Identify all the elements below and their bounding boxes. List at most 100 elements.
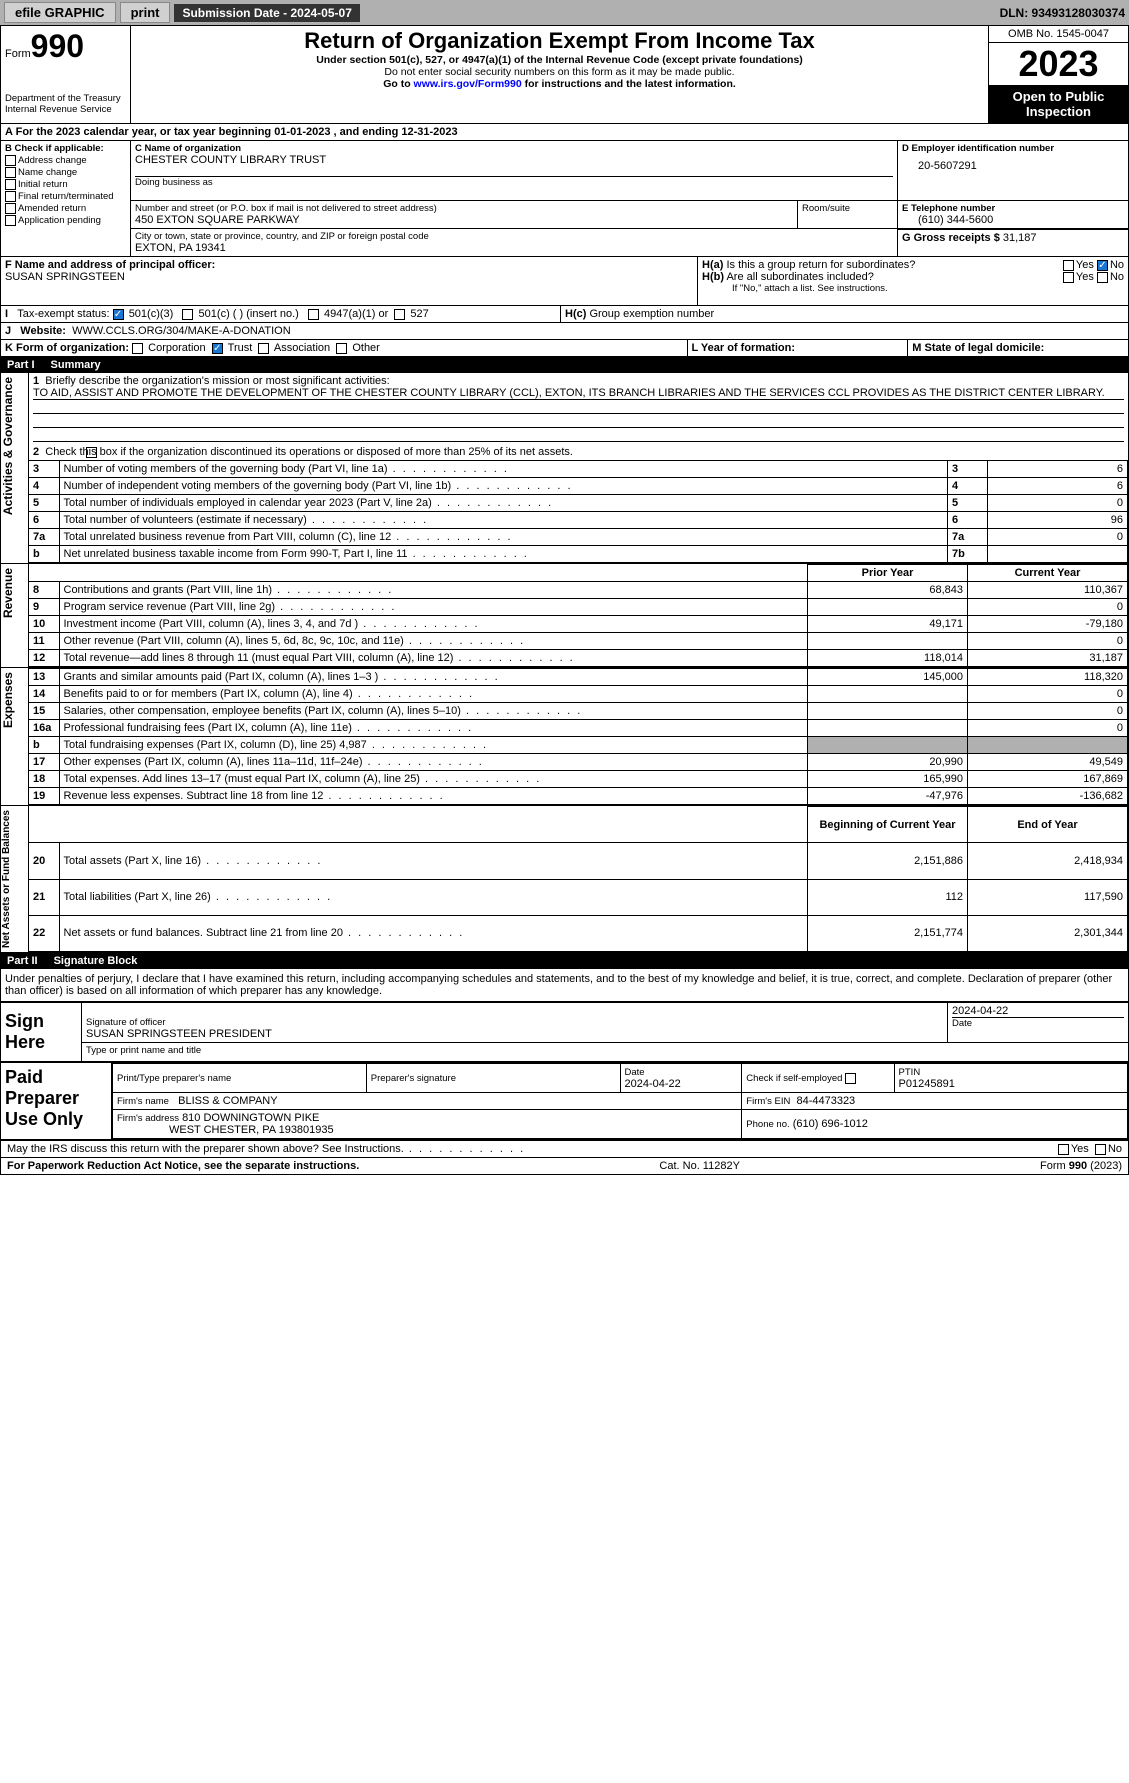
print-button[interactable]: print xyxy=(120,2,171,23)
prep-sig-label: Preparer's signature xyxy=(371,1073,456,1084)
dba-label: Doing business as xyxy=(135,176,893,188)
phone-value: (610) 344-5600 xyxy=(902,214,1124,226)
sig-officer-label: Signature of officer xyxy=(86,1017,943,1028)
tax-exempt-label: Tax-exempt status: xyxy=(17,308,109,320)
ein-value: 20-5607291 xyxy=(902,154,1124,172)
gross-receipts-label: G Gross receipts $ xyxy=(902,232,1000,244)
prep-date: 2024-04-22 xyxy=(625,1078,681,1090)
paid-preparer-label: Paid Preparer Use Only xyxy=(1,1063,111,1139)
subtitle-2: Do not enter social security numbers on … xyxy=(137,66,982,78)
side-revenue: Revenue xyxy=(1,564,28,622)
subtitle-1: Under section 501(c), 527, or 4947(a)(1)… xyxy=(137,54,982,66)
cb-4947[interactable] xyxy=(308,309,319,320)
cb-527[interactable] xyxy=(394,309,405,320)
part-2-header: Part IISignature Block xyxy=(1,953,1128,969)
firm-addr-label: Firm's address xyxy=(117,1113,179,1124)
side-governance: Activities & Governance xyxy=(1,373,28,519)
website-label: Website: xyxy=(20,325,66,337)
firm-phone-label: Phone no. xyxy=(746,1119,789,1130)
firm-ein: 84-4473323 xyxy=(796,1095,855,1107)
form-title: Return of Organization Exempt From Incom… xyxy=(137,28,982,54)
form990-link[interactable]: www.irs.gov/Form990 xyxy=(414,78,522,90)
cb-corp[interactable] xyxy=(132,343,143,354)
tax-year: 2023 xyxy=(989,43,1128,85)
sign-here-label: Sign Here xyxy=(1,1003,81,1061)
date-label: Date xyxy=(952,1017,1124,1029)
city-value: EXTON, PA 19341 xyxy=(135,242,893,254)
officer-signature: SUSAN SPRINGSTEEN PRESIDENT xyxy=(86,1028,943,1040)
cb-501c[interactable] xyxy=(182,309,193,320)
gross-receipts-value: 31,187 xyxy=(1003,232,1037,244)
prep-date-label: Date xyxy=(625,1067,645,1078)
firm-name-label: Firm's name xyxy=(117,1096,169,1107)
cb-other[interactable] xyxy=(336,343,347,354)
firm-phone: (610) 696-1012 xyxy=(793,1118,868,1130)
cb-501c3[interactable] xyxy=(113,309,124,320)
cb-self-employed[interactable] xyxy=(845,1073,856,1084)
org-name: CHESTER COUNTY LIBRARY TRUST xyxy=(135,154,893,166)
subtitle-3: Go to www.irs.gov/Form990 for instructio… xyxy=(137,78,982,90)
h-a: H(a) Is this a group return for subordin… xyxy=(702,259,1124,271)
prep-name-label: Print/Type preparer's name xyxy=(117,1073,231,1084)
sign-date: 2024-04-22 xyxy=(952,1005,1124,1017)
efile-button[interactable]: efile GRAPHIC xyxy=(4,2,116,23)
firm-addr2: WEST CHESTER, PA 193801935 xyxy=(169,1124,334,1136)
cb-discontinued[interactable] xyxy=(86,447,97,458)
org-name-label: C Name of organization xyxy=(135,143,893,154)
h-b: H(b) Are all subordinates included? Yes … xyxy=(702,271,1124,283)
side-net-assets: Net Assets or Fund Balances xyxy=(1,806,28,952)
cb-discuss-no[interactable] xyxy=(1095,1144,1106,1155)
cb-address-change[interactable]: Address change xyxy=(5,154,126,166)
discuss-line: May the IRS discuss this return with the… xyxy=(1,1141,1128,1157)
cb-trust[interactable] xyxy=(212,343,223,354)
side-expenses: Expenses xyxy=(1,668,28,732)
officer-label: F Name and address of principal officer: xyxy=(5,259,693,271)
line-2: Check this box if the organization disco… xyxy=(45,446,573,458)
firm-addr1: 810 DOWNINGTOWN PIKE xyxy=(182,1112,319,1124)
mission-text: TO AID, ASSIST AND PROMOTE THE DEVELOPME… xyxy=(33,387,1124,400)
officer-name: SUSAN SPRINGSTEEN xyxy=(5,271,693,283)
room-suite-label: Room/suite xyxy=(802,203,893,214)
ein-label: D Employer identification number xyxy=(902,143,1124,154)
dln: DLN: 93493128030374 xyxy=(1000,6,1125,20)
cb-name-change[interactable]: Name change xyxy=(5,166,126,178)
street-label: Number and street (or P.O. box if mail i… xyxy=(135,203,793,214)
city-label: City or town, state or province, country… xyxy=(135,231,893,242)
type-name-label: Type or print name and title xyxy=(82,1043,1128,1058)
page-footer: For Paperwork Reduction Act Notice, see … xyxy=(1,1157,1128,1174)
form-org-label: K Form of organization: xyxy=(5,342,129,354)
governance-table: 3Number of voting members of the governi… xyxy=(29,460,1128,563)
top-toolbar: efile GRAPHIC print Submission Date - 20… xyxy=(0,0,1129,25)
firm-ein-label: Firm's EIN xyxy=(746,1096,790,1107)
submission-date: Submission Date - 2024-05-07 xyxy=(174,4,359,22)
irs-label: Internal Revenue Service xyxy=(5,104,126,115)
form-number: Form990 xyxy=(5,28,126,65)
firm-name: BLISS & COMPANY xyxy=(178,1095,277,1107)
box-b-header: B Check if applicable: xyxy=(5,143,126,154)
cb-assoc[interactable] xyxy=(258,343,269,354)
website-value: WWW.CCLS.ORG/304/MAKE-A-DONATION xyxy=(72,325,291,337)
phone-label: E Telephone number xyxy=(902,203,1124,214)
state-domicile: M State of legal domicile: xyxy=(912,342,1044,354)
omb-number: OMB No. 1545-0047 xyxy=(989,26,1128,43)
ptin-value: P01245891 xyxy=(899,1078,955,1090)
mission-label: Briefly describe the organization's miss… xyxy=(45,375,389,387)
penalty-text: Under penalties of perjury, I declare th… xyxy=(1,969,1128,1001)
cb-discuss-yes[interactable] xyxy=(1058,1144,1069,1155)
cb-amended[interactable]: Amended return xyxy=(5,202,126,214)
revenue-table: Prior YearCurrent Year8Contributions and… xyxy=(29,564,1128,667)
public-inspection: Open to Public Inspection xyxy=(989,85,1128,123)
h-b-note: If "No," attach a list. See instructions… xyxy=(702,283,1124,294)
cb-app-pending[interactable]: Application pending xyxy=(5,214,126,226)
cb-final-return[interactable]: Final return/terminated xyxy=(5,190,126,202)
form-990: Form990 Department of the Treasury Inter… xyxy=(0,25,1129,1175)
line-a: A For the 2023 calendar year, or tax yea… xyxy=(1,124,1128,140)
cb-initial-return[interactable]: Initial return xyxy=(5,178,126,190)
street-address: 450 EXTON SQUARE PARKWAY xyxy=(135,214,793,226)
self-employed-label: Check if self-employed xyxy=(746,1073,842,1084)
ptin-label: PTIN xyxy=(899,1067,921,1078)
year-formation: L Year of formation: xyxy=(692,342,796,354)
expenses-table: 13Grants and similar amounts paid (Part … xyxy=(29,668,1128,805)
net-assets-table: Beginning of Current YearEnd of Year20To… xyxy=(29,806,1128,952)
dept-treasury: Department of the Treasury xyxy=(5,93,126,104)
